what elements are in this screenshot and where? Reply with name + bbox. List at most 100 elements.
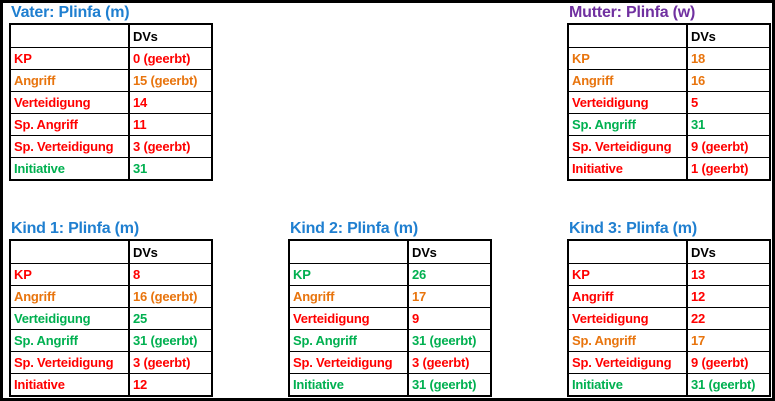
stat-row: Verteidigung 25 — [9, 307, 213, 330]
stat-value-cell: 15 (geerbt) — [128, 69, 213, 92]
stat-value-cell: 12 — [686, 285, 771, 308]
stat-label-cell: Verteidigung — [288, 307, 409, 330]
stat-value-cell: 16 — [686, 69, 771, 92]
father-title: Vater: Plinfa (m) — [11, 4, 130, 21]
header-row: DVs — [9, 239, 213, 264]
corner-cell — [9, 23, 130, 48]
stat-value-cell: 22 — [686, 307, 771, 330]
stat-value-cell: 18 — [686, 47, 771, 70]
corner-cell — [288, 239, 409, 264]
stat-label-cell: KP — [9, 47, 130, 70]
stat-row: Verteidigung 14 — [9, 91, 213, 114]
stat-value-cell: 9 (geerbt) — [686, 351, 771, 374]
stat-value-cell: 12 — [128, 373, 213, 397]
stat-value-cell: 31 (geerbt) — [407, 329, 492, 352]
stat-label-cell: Verteidigung — [9, 307, 130, 330]
stat-value-cell: 3 (geerbt) — [128, 135, 213, 158]
stat-label-cell: KP — [288, 263, 409, 286]
stat-label-cell: KP — [567, 47, 688, 70]
stat-value-cell: 31 — [686, 113, 771, 136]
header-row: DVs — [9, 23, 213, 48]
child2-title: Kind 2: Plinfa (m) — [290, 220, 418, 237]
stat-label-cell: Sp. Verteidigung — [567, 135, 688, 158]
stat-label-cell: Initiative — [567, 373, 688, 397]
child3-stats-table: DVs KP 13 Angriff 12 Verteidigung 22 Sp.… — [567, 239, 771, 397]
dvs-header-cell: DVs — [128, 23, 213, 48]
header-row: DVs — [567, 239, 771, 264]
stat-value-cell: 31 — [128, 157, 213, 181]
mother-stats-table: DVs KP 18 Angriff 16 Verteidigung 5 Sp. … — [567, 23, 771, 181]
stat-value-cell: 8 — [128, 263, 213, 286]
stat-row: KP 18 — [567, 47, 771, 70]
stat-value-cell: 25 — [128, 307, 213, 330]
stat-label-cell: Initiative — [9, 373, 130, 397]
stat-row: Sp. Verteidigung 9 (geerbt) — [567, 351, 771, 374]
stat-label-cell: Sp. Verteidigung — [9, 135, 130, 158]
stat-label-cell: KP — [567, 263, 688, 286]
stat-row: KP 13 — [567, 263, 771, 286]
stat-label-cell: Sp. Verteidigung — [9, 351, 130, 374]
stat-value-cell: 13 — [686, 263, 771, 286]
stat-label-cell: Verteidigung — [9, 91, 130, 114]
stat-row: Verteidigung 22 — [567, 307, 771, 330]
stat-row: Angriff 17 — [288, 285, 492, 308]
stat-row: KP 0 (geerbt) — [9, 47, 213, 70]
stat-label-cell: KP — [9, 263, 130, 286]
dvs-header-cell: DVs — [128, 239, 213, 264]
stat-row: Sp. Angriff 31 — [567, 113, 771, 136]
stat-row: Angriff 12 — [567, 285, 771, 308]
stat-row: Angriff 16 — [567, 69, 771, 92]
stat-label-cell: Initiative — [9, 157, 130, 181]
mother-title: Mutter: Plinfa (w) — [569, 4, 696, 21]
stat-label-cell: Verteidigung — [567, 307, 688, 330]
stat-value-cell: 17 — [407, 285, 492, 308]
child1-title: Kind 1: Plinfa (m) — [11, 220, 139, 237]
stat-label-cell: Sp. Angriff — [9, 113, 130, 136]
stat-row: Angriff 16 (geerbt) — [9, 285, 213, 308]
child2-section: Kind 2: Plinfa (m) DVs KP 26 Angriff 17 … — [288, 219, 492, 397]
child1-stats-table: DVs KP 8 Angriff 16 (geerbt) Verteidigun… — [9, 239, 213, 397]
stat-value-cell: 31 (geerbt) — [686, 373, 771, 397]
stat-label-cell: Angriff — [9, 69, 130, 92]
stat-value-cell: 31 (geerbt) — [407, 373, 492, 397]
stat-value-cell: 5 — [686, 91, 771, 114]
stat-value-cell: 16 (geerbt) — [128, 285, 213, 308]
corner-cell — [567, 239, 688, 264]
stat-label-cell: Sp. Angriff — [288, 329, 409, 352]
stat-label-cell: Initiative — [567, 157, 688, 181]
dvs-header-cell: DVs — [407, 239, 492, 264]
stat-row: Sp. Verteidigung 3 (geerbt) — [9, 351, 213, 374]
stat-value-cell: 3 (geerbt) — [407, 351, 492, 374]
stat-label-cell: Sp. Angriff — [9, 329, 130, 352]
stat-value-cell: 26 — [407, 263, 492, 286]
stat-row: Angriff 15 (geerbt) — [9, 69, 213, 92]
dvs-header-cell: DVs — [686, 239, 771, 264]
dvs-header-cell: DVs — [686, 23, 771, 48]
stat-row: Sp. Verteidigung 3 (geerbt) — [288, 351, 492, 374]
child1-section: Kind 1: Plinfa (m) DVs KP 8 Angriff 16 (… — [9, 219, 213, 397]
stat-row: KP 26 — [288, 263, 492, 286]
stat-value-cell: 31 (geerbt) — [128, 329, 213, 352]
stat-value-cell: 9 — [407, 307, 492, 330]
stat-label-cell: Angriff — [567, 285, 688, 308]
stat-label-cell: Initiative — [288, 373, 409, 397]
stat-row: Sp. Angriff 17 — [567, 329, 771, 352]
father-section: Vater: Plinfa (m) DVs KP 0 (geerbt) Angr… — [9, 3, 213, 181]
stat-row: Sp. Angriff 11 — [9, 113, 213, 136]
stat-row: Sp. Angriff 31 (geerbt) — [9, 329, 213, 352]
child3-title: Kind 3: Plinfa (m) — [569, 220, 697, 237]
stat-value-cell: 0 (geerbt) — [128, 47, 213, 70]
stat-value-cell: 17 — [686, 329, 771, 352]
corner-cell — [9, 239, 130, 264]
stat-label-cell: Angriff — [567, 69, 688, 92]
stat-row: Initiative 1 (geerbt) — [567, 157, 771, 181]
stat-row: Initiative 31 — [9, 157, 213, 181]
header-row: DVs — [567, 23, 771, 48]
stat-row: Initiative 12 — [9, 373, 213, 397]
stat-row: Verteidigung 9 — [288, 307, 492, 330]
stat-label-cell: Sp. Angriff — [567, 329, 688, 352]
header-row: DVs — [288, 239, 492, 264]
child3-section: Kind 3: Plinfa (m) DVs KP 13 Angriff 12 … — [567, 219, 771, 397]
stat-value-cell: 9 (geerbt) — [686, 135, 771, 158]
